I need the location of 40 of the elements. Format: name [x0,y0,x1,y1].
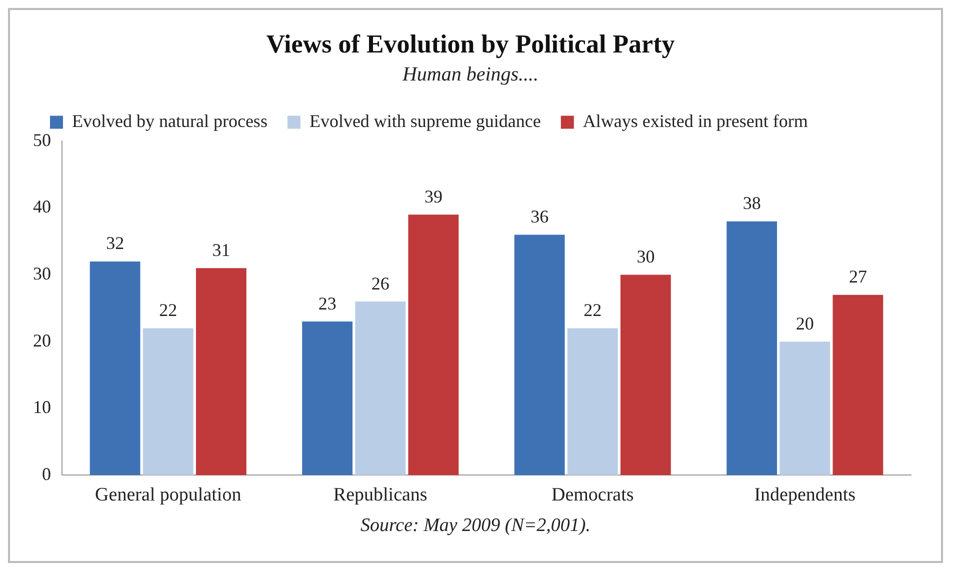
data-label: 39 [424,186,442,206]
y-tick-label: 20 [33,330,51,350]
x-tick-label: Independents [754,484,856,506]
data-label: 31 [212,240,230,260]
bar [90,261,140,476]
bar [514,234,565,476]
source-note: Source: May 2009 (N=2,001). [359,515,592,537]
legend-label: Evolved by natural process [72,110,268,131]
x-tick-label: Republicans [333,484,428,506]
bar [620,274,671,476]
y-tick-label: 30 [33,264,51,284]
data-label: 38 [742,193,761,214]
bar [726,221,778,476]
bar [567,328,618,476]
y-tick-label: 10 [33,397,51,418]
data-label: 36 [530,206,549,226]
data-label: 30 [636,246,655,267]
legend-label: Always existed in present form [582,110,808,131]
bar [780,342,830,476]
legend-label: Evolved with supreme guidance [309,110,541,131]
bar [196,268,246,476]
bar [142,328,194,476]
y-tick-label: 0 [42,464,51,484]
data-label: 20 [796,313,814,334]
chart-subtitle: Human beings.... [401,63,539,86]
data-label: 22 [159,300,178,320]
bar [355,302,406,476]
x-tick-label: Democrats [551,484,634,506]
bar [832,294,884,476]
data-label: 22 [584,300,602,320]
bar [408,214,459,476]
y-tick-label: 40 [33,196,51,217]
data-label: 23 [318,293,336,314]
bar [302,322,353,476]
data-label: 27 [848,266,867,287]
chart-title: Views of Evolution by Political Party [266,29,675,58]
data-label: 26 [371,273,390,294]
y-tick-label: 50 [33,130,51,150]
data-label: 32 [106,233,124,254]
x-tick-label: General population [95,484,242,506]
